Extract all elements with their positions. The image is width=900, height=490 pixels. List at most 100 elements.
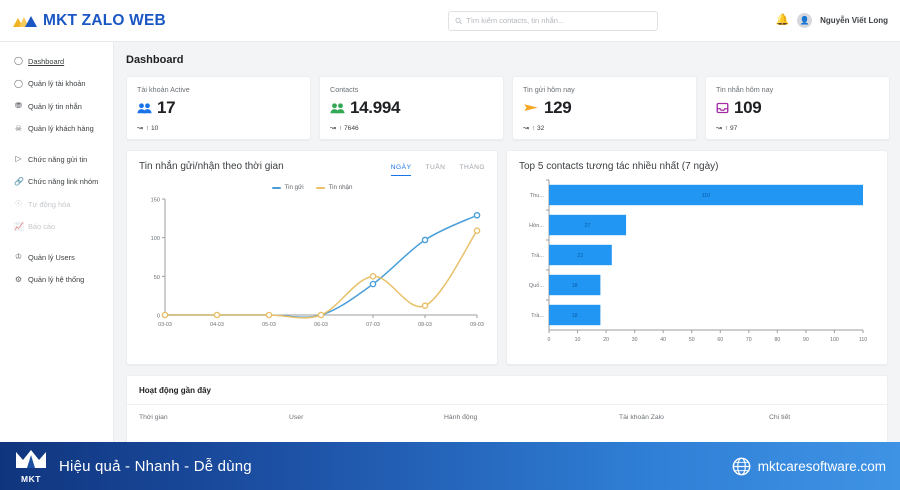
bell-icon[interactable]: 🔔 [775,14,790,26]
line-chart-panel: Tin nhắn gửi/nhận theo thời gian NGÀY TU… [126,150,498,365]
svg-text:04-03: 04-03 [210,322,224,328]
sidebar-item-label: Quản lý Users [28,252,75,262]
trend-line-icon: ↝ [330,125,336,132]
automation-icon: ☉ [14,199,23,209]
svg-text:18: 18 [572,283,578,289]
link-icon: 🔗 [14,176,24,186]
svg-text:Thu...: Thu... [530,193,545,199]
sidebar-item-report: 📈 Báo cáo [0,216,113,239]
svg-text:05-03: 05-03 [262,322,276,328]
search-container [330,10,775,31]
sidebar-item-label: Báo cáo [28,222,56,232]
svg-text:06-03: 06-03 [314,322,328,328]
search-box[interactable] [447,10,658,31]
svg-text:Quố...: Quố... [529,283,545,289]
mkt-logo: MKT [14,448,48,484]
column-header-detail: Chi tiết [769,414,791,421]
sidebar-item-label: Chức năng link nhóm [28,177,99,187]
inbox-icon [716,102,729,114]
sidebar-item-system[interactable]: ⚙ Quản lý hệ thống [0,269,113,292]
sidebar-item-messages[interactable]: ⛃ Quản lý tin nhắn [0,95,113,118]
sidebar-item-dashboard[interactable]: ◯ Dashboard [0,50,113,73]
svg-text:22: 22 [577,253,583,259]
people-icon [137,103,152,114]
customers-icon: ☠ [14,123,23,133]
send-icon: ▷ [15,154,22,164]
sidebar-item-account[interactable]: ◯ Quản lý tài khoản [0,73,113,96]
time-range-tabs: NGÀY TUẦN THÁNG [390,161,485,176]
legend-label-sent: Tin gửi [284,184,304,191]
svg-text:110: 110 [859,337,867,343]
svg-text:30: 30 [632,337,638,343]
svg-text:09-03: 09-03 [470,322,484,328]
stat-card-trend: ↝ ↑ 7646 [330,124,493,133]
sidebar-item-label: Quản lý khách hàng [28,124,94,134]
bar-chart-area: 0 10 20 30 40 50 60 70 80 90 100 110 Thu... 110 Hồn...… [519,174,875,351]
tab-tuan[interactable]: TUẦN [425,164,446,171]
trend-line-icon: ↝ [523,125,529,132]
top-bar: MKT ZALO WEB 🔔 👤 Nguyễn Viết Long [0,0,900,42]
legend-label-received: Tin nhận [328,184,353,191]
stat-card-trend-value: ↑ 10 [145,124,159,132]
column-header-zalo-account: Tài khoản Zalo [619,414,664,421]
user-avatar-icon[interactable]: 👤 [797,13,813,28]
footer-right: mktcaresoftware.com [732,457,886,476]
footer-bar: MKT Hiệu quả - Nhanh - Dễ dùng mktcareso… [0,442,900,490]
svg-text:0: 0 [157,314,160,320]
svg-text:80: 80 [774,337,780,343]
tab-ngay[interactable]: NGÀY [390,164,412,176]
stat-card-trend: ↝ ↑ 10 [137,124,300,133]
account-icon: ◯ [14,78,23,88]
stat-card-value: 109 [734,98,762,117]
recent-activity-panel: Hoạt động gần đây Thời gian User Hành độ… [126,375,888,442]
trend-line-icon: ↝ [716,125,722,132]
stat-card-active-accounts: Tài khoản Active 17 ↝ ↑ 10 [126,76,311,140]
bar-chart-title: Top 5 contacts tương tác nhiều nhất (7 n… [519,161,719,172]
sidebar-item-group-link[interactable]: 🔗 Chức năng link nhóm [0,171,113,194]
svg-text:40: 40 [660,337,666,343]
svg-text:50: 50 [154,275,160,281]
svg-text:100: 100 [151,236,160,242]
stat-card-value: 129 [544,98,572,117]
system-gear-icon: ⚙ [14,274,23,284]
brand-logo[interactable]: MKT ZALO WEB [0,12,330,30]
sidebar-item-label: Tự động hóa [28,199,71,209]
svg-text:110: 110 [702,193,711,199]
svg-text:Trầ...: Trầ... [531,253,544,259]
trend-line-icon: ↝ [137,125,143,132]
column-header-action: Hành động [444,414,478,421]
stat-card-label: Tài khoản Active [137,85,190,94]
sidebar-item-label: Chức năng gửi tin [28,154,88,164]
sidebar-item-customers[interactable]: ☠ Quản lý khách hàng [0,118,113,141]
sidebar-item-send-function[interactable]: ▷ Chức năng gửi tin [0,148,113,171]
svg-text:100: 100 [830,337,839,343]
svg-text:10: 10 [575,337,581,343]
sidebar-item-users[interactable]: ♔ Quản lý Users [0,246,113,269]
charts-row: Tin nhắn gửi/nhận theo thời gian NGÀY TU… [114,140,900,365]
stat-card-trend-value: ↑ 7646 [338,124,359,132]
stat-card-trend-value: ↑ 32 [531,124,545,132]
stat-card-label: Tin gửi hôm nay [523,85,575,94]
svg-text:08-03: 08-03 [418,322,432,328]
sidebar: ◯ Dashboard ◯ Quản lý tài khoản ⛃ Quản l… [0,42,114,442]
recent-activity-title: Hoạt động gần đây [127,376,887,405]
bar-chart-panel: Top 5 contacts tương tác nhiều nhất (7 n… [506,150,888,365]
line-chart-legend: Tin gửi Tin nhận [139,184,485,191]
main-content: Dashboard Tài khoản Active 17 ↝ ↑ 10 [114,42,900,442]
legend-swatch-received [315,186,325,189]
recent-activity-table-header: Thời gian User Hành động Tài khoản Zalo … [127,405,887,421]
search-input[interactable] [466,16,651,25]
footer-url: mktcaresoftware.com [757,458,886,474]
footer-left: MKT Hiệu quả - Nhanh - Dễ dùng [14,448,252,484]
tab-thang[interactable]: THÁNG [459,164,485,171]
stat-card-messages-today: Tin nhắn hôm nay 109 ↝ ↑ 97 [705,76,890,140]
svg-text:0: 0 [548,337,551,343]
top-right-area: 🔔 👤 Nguyễn Viết Long [775,13,900,28]
report-icon: 📈 [14,221,24,231]
stat-cards: Tài khoản Active 17 ↝ ↑ 10 Contacts [114,66,900,140]
mkt-logo-text: MKT [21,474,41,484]
sidebar-item-automation: ☉ Tự động hóa [0,193,113,216]
legend-item-sent: Tin gửi [271,184,304,191]
sidebar-item-label: Quản lý tin nhắn [28,101,82,111]
stat-card-contacts: Contacts 14.994 ↝ ↑ 7646 [319,76,504,140]
